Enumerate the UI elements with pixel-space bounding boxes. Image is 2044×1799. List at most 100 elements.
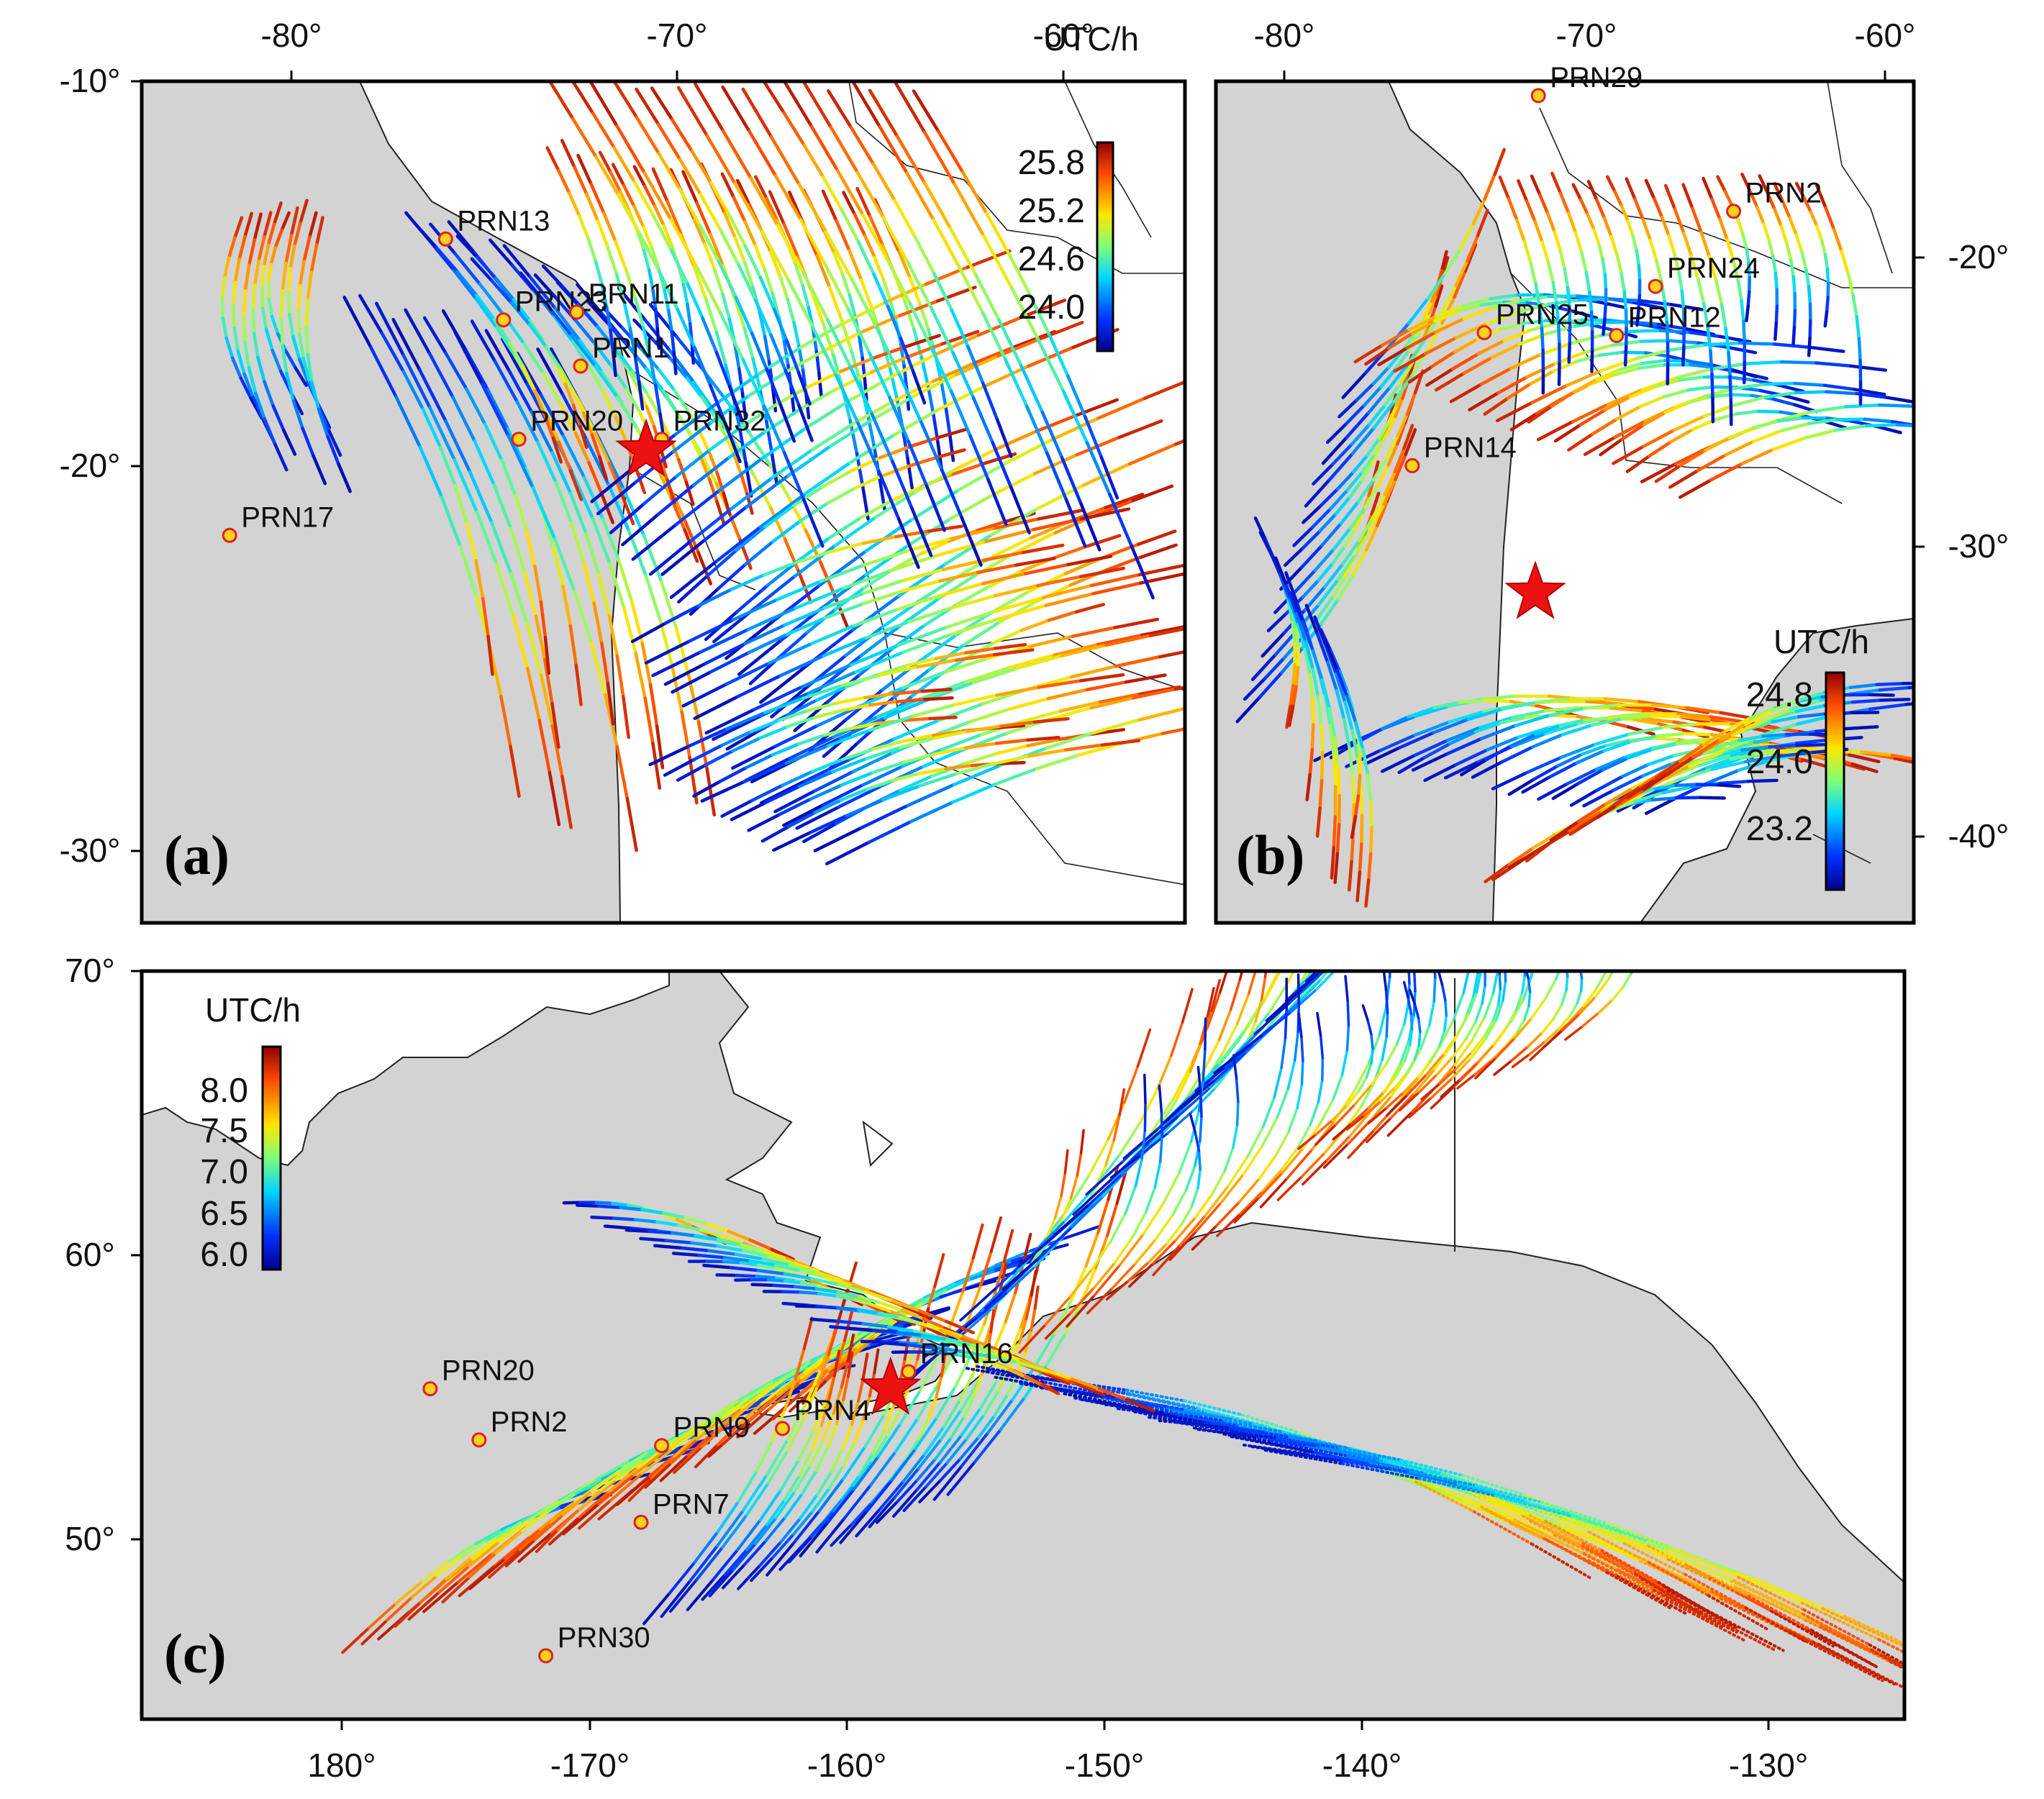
- ipp-track-segment: [1735, 409, 1761, 416]
- ipp-track-segment: [1202, 1048, 1207, 1082]
- ipp-track-segment: [995, 418, 1013, 458]
- ipp-track-segment: [1350, 426, 1376, 455]
- ipp-track-segment: [643, 184, 657, 208]
- ipp-track-segment: [1435, 1055, 1455, 1076]
- ipp-track-segment: [1028, 293, 1051, 337]
- ipp-track-segment: [842, 1483, 873, 1521]
- ipp-track-segment: [1751, 429, 1784, 443]
- ipp-track-segment: [796, 733, 827, 746]
- ipp-track-segment: [830, 1333, 864, 1360]
- ipp-track-segment: [280, 211, 291, 232]
- ipp-track-segment: [1584, 270, 1591, 294]
- ipp-track-segment: [1517, 726, 1551, 739]
- ipp-track-segment: [1509, 732, 1537, 748]
- ipp-track-segment: [1238, 971, 1244, 980]
- ipp-track-segment: [1096, 633, 1144, 647]
- ipp-track-segment: [576, 283, 604, 315]
- ipp-track-segment: [1808, 319, 1812, 340]
- ipp-track-segment: [1702, 728, 1729, 747]
- ipp-track-segment: [1581, 1544, 1644, 1581]
- ipp-track-segment: [1345, 470, 1364, 492]
- ipp-track-segment: [1558, 1014, 1571, 1031]
- ipp-track-segment: [1493, 147, 1506, 176]
- ipp-track-segment: [785, 339, 801, 374]
- ipp-track-segment: [763, 268, 775, 296]
- ipp-track-segment: [991, 441, 1013, 490]
- ipp-track-segment: [1402, 424, 1414, 450]
- ipp-track-segment: [1579, 976, 1584, 993]
- ipp-track-segment: [1597, 242, 1604, 262]
- ipp-track-segment: [850, 278, 878, 329]
- ipp-track-segment: [296, 283, 302, 311]
- ipp-track-segment: [1340, 1049, 1349, 1076]
- ipp-track-segment: [326, 434, 340, 466]
- ipp-track-segment: [1068, 1267, 1094, 1298]
- ipp-track-segment: [1139, 1131, 1170, 1157]
- ipp-track-segment: [692, 780, 722, 798]
- ipp-track-segment: [464, 387, 487, 427]
- ipp-track-segment: [581, 411, 594, 437]
- ipp-track-segment: [1638, 363, 1667, 370]
- ipp-track-segment: [906, 537, 953, 553]
- ipp-track-segment: [1603, 273, 1608, 291]
- ipp-track-segment: [1070, 664, 1118, 679]
- ipp-track-segment: [1115, 1169, 1127, 1205]
- ipp-track-segment: [1717, 783, 1742, 788]
- ipp-track-segment: [1023, 1375, 1044, 1387]
- ipp-track-segment: [919, 539, 951, 556]
- ipp-track-segment: [453, 483, 469, 525]
- ipp-track-segment: [1408, 1470, 1477, 1487]
- ipp-track-segment: [1335, 689, 1346, 721]
- ipp-track-segment: [468, 1557, 507, 1590]
- ipp-track-segment: [1438, 1066, 1458, 1085]
- ipp-track-segment: [864, 745, 901, 760]
- ipp-track-segment: [935, 286, 977, 303]
- ipp-track-segment: [1565, 975, 1569, 992]
- ipp-track-segment: [792, 321, 801, 349]
- ipp-track-segment: [1521, 1514, 1584, 1548]
- ipp-track-segment: [828, 418, 874, 448]
- ipp-track-segment: [799, 1281, 820, 1288]
- ipp-track-segment: [1303, 647, 1312, 676]
- ipp-track-segment: [919, 1355, 939, 1392]
- ipp-track-segment: [842, 1309, 854, 1342]
- ipp-track-segment: [917, 1437, 943, 1470]
- ipp-track-segment: [1476, 1043, 1495, 1064]
- ipp-track-segment: [958, 1371, 976, 1402]
- ipp-track-segment: [1575, 749, 1606, 765]
- ipp-track-segment: [427, 352, 455, 399]
- ipp-track-segment: [829, 125, 860, 174]
- ipp-track-segment: [421, 407, 442, 449]
- ipp-track-segment: [490, 521, 513, 575]
- ipp-track-segment: [1384, 434, 1399, 460]
- ipp-track-segment: [698, 224, 721, 263]
- ipp-track-segment: [1091, 1240, 1112, 1271]
- ipp-track-segment: [1483, 991, 1495, 1019]
- ipp-track-segment: [786, 1403, 807, 1442]
- ipp-track-segment: [1007, 252, 1032, 296]
- ipp-track-segment: [1423, 762, 1458, 783]
- ipp-track-segment: [862, 578, 906, 595]
- ipp-track-segment: [1530, 174, 1542, 196]
- ipp-track-segment: [1567, 432, 1594, 452]
- ipp-track-segment: [1386, 442, 1399, 467]
- ipp-track-segment: [785, 616, 827, 637]
- ipp-track-segment: [1268, 547, 1282, 576]
- ipp-track-segment: [306, 352, 314, 384]
- ipp-track-segment: [1364, 524, 1379, 552]
- ipp-track-segment: [753, 685, 804, 711]
- ipp-track-segment: [243, 263, 251, 293]
- ipp-track-segment: [1291, 662, 1296, 688]
- ipp-track-segment: [801, 498, 825, 548]
- ipp-track-segment: [1797, 712, 1827, 719]
- ipp-track-segment: [1430, 1077, 1454, 1099]
- ipp-track-segment: [1362, 385, 1383, 407]
- ipp-track-segment: [1315, 806, 1322, 838]
- ipp-track-segment: [810, 1424, 823, 1452]
- x-tick-label: -80°: [261, 17, 322, 54]
- ipp-track-segment: [1677, 270, 1684, 293]
- ipp-track-segment: [1177, 1085, 1212, 1118]
- ipp-track-segment: [664, 1239, 694, 1245]
- ipp-track-segment: [846, 1352, 854, 1378]
- ipp-track-segment: [1850, 711, 1880, 715]
